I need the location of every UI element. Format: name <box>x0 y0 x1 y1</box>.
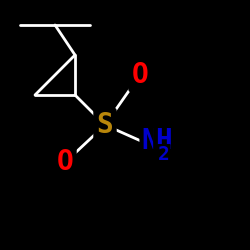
Text: 2: 2 <box>158 145 170 164</box>
Text: S: S <box>96 111 114 139</box>
Text: O: O <box>56 148 74 176</box>
Text: H: H <box>156 127 172 155</box>
Text: N: N <box>142 127 158 155</box>
Text: O: O <box>132 61 148 89</box>
